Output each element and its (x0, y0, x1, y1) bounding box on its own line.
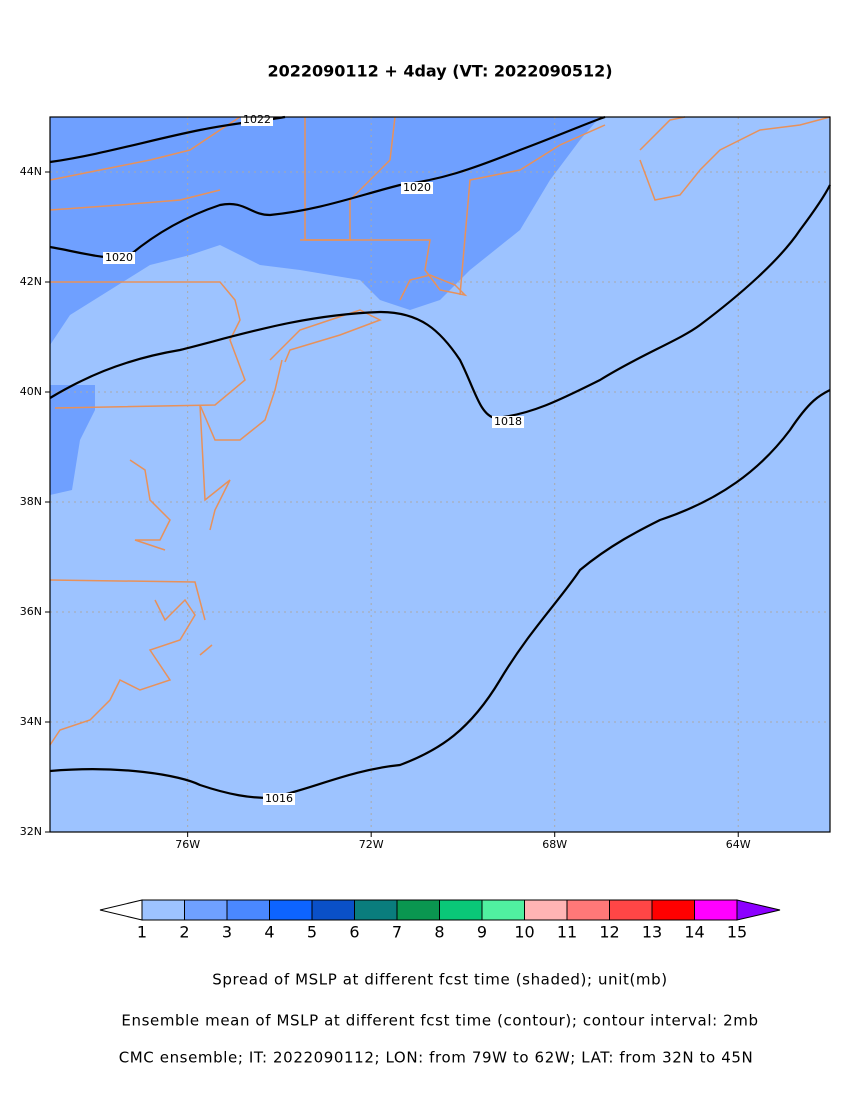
y-tick-label: 42N (20, 275, 42, 288)
colorbar-label: 8 (434, 923, 444, 942)
grid (45, 117, 830, 837)
contour-label: 1016 (265, 792, 293, 805)
contour-label: 1022 (243, 113, 271, 126)
colorbar-label: 1 (137, 923, 147, 942)
map: 1022 1020 1020 1018 1016 (45, 113, 831, 837)
contour-label: 1020 (105, 251, 133, 264)
colorbar-label: 2 (179, 923, 189, 942)
x-tick-label: 76W (175, 838, 200, 851)
colorbar-label: 6 (349, 923, 359, 942)
shade-2-3 (50, 385, 95, 495)
colorbar-box (396, 899, 440, 921)
colorbar-label: 14 (684, 923, 704, 942)
colorbar-box (694, 899, 738, 921)
colorbar-label: 3 (222, 923, 232, 942)
contour-label-box (401, 182, 433, 194)
y-tick-label: 32N (20, 825, 42, 838)
coastlines (49, 116, 831, 746)
y-tick-label: 34N (20, 715, 42, 728)
y-tick-label: 36N (20, 605, 42, 618)
x-tick-label: 72W (359, 838, 384, 851)
x-tick-label: 64W (726, 838, 751, 851)
colorbar-box (184, 899, 228, 921)
colorbar-box (354, 899, 398, 921)
caption: Spread of MSLP at different fcst time (s… (212, 971, 667, 989)
y-tick-label: 38N (20, 495, 42, 508)
x-tick-label: 68W (542, 838, 567, 851)
colorbar-label: 5 (307, 923, 317, 942)
colorbar-box (651, 899, 695, 921)
contour-label-box (492, 416, 524, 428)
y-tick-label: 40N (20, 385, 42, 398)
colorbar-over (736, 899, 781, 921)
colorbar-label: 9 (477, 923, 487, 942)
contour-labels: 1022 1020 1020 1018 1016 (103, 113, 524, 805)
colorbar-box (524, 899, 568, 921)
contour-label: 1020 (403, 181, 431, 194)
colorbar-box (609, 899, 653, 921)
colorbar-box (566, 899, 610, 921)
colorbar-label: 12 (599, 923, 619, 942)
colorbar-box (481, 899, 525, 921)
colorbar-box (311, 899, 355, 921)
colorbar-box (226, 899, 270, 921)
colorbar-label: 15 (727, 923, 747, 942)
colorbar-label: 11 (557, 923, 577, 942)
colorbar-box (269, 899, 313, 921)
colorbar-label: 13 (642, 923, 662, 942)
contour-label: 1018 (494, 415, 522, 428)
frame (49, 116, 831, 833)
colorbar-box (439, 899, 483, 921)
contour-label-box (103, 252, 135, 264)
title: 2022090112 + 4day (VT: 2022090512) (267, 62, 612, 81)
y-tick-label: 44N (20, 165, 42, 178)
caption: Ensemble mean of MSLP at different fcst … (121, 1012, 758, 1030)
colorbar-label: 7 (392, 923, 402, 942)
shade-2-3 (50, 117, 600, 345)
colorbar: 1 2 3 4 5 6 7 8 9 10 11 12 13 14 15 (99, 899, 781, 942)
colorbar-box (141, 899, 185, 921)
contour-label-box (263, 793, 295, 805)
colorbar-label: 4 (264, 923, 274, 942)
caption: CMC ensemble; IT: 2022090112; LON: from … (119, 1049, 754, 1067)
colorbar-label: 10 (514, 923, 534, 942)
